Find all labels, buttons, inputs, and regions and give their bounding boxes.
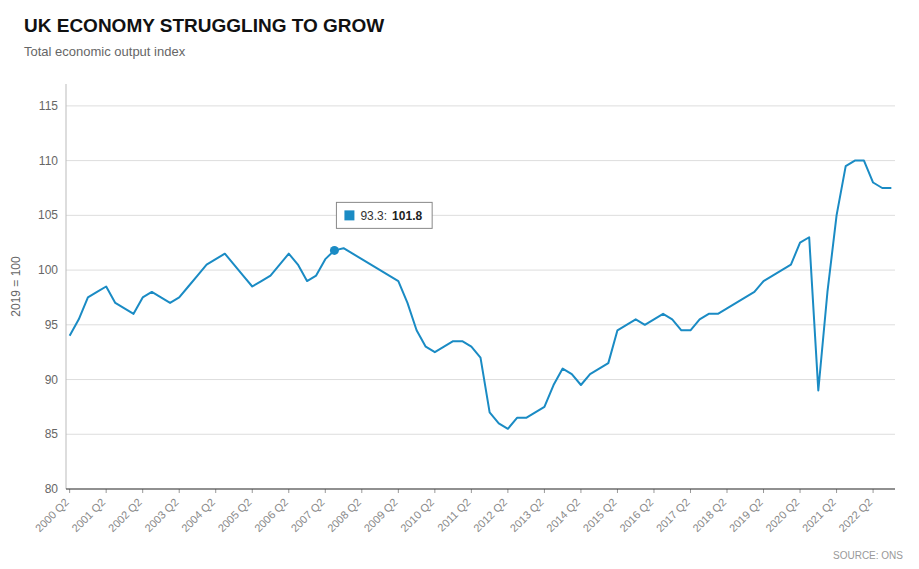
y-tick-label: 80	[45, 482, 59, 496]
tooltip-swatch	[344, 210, 354, 220]
y-tick-label: 85	[45, 427, 59, 441]
y-tick-label: 110	[39, 154, 58, 168]
x-axis-line	[66, 488, 895, 489]
x-tick-label: 2011 Q2	[435, 496, 473, 534]
x-tick-label: 2002 Q2	[106, 496, 144, 534]
x-tick-label: 2006 Q2	[252, 496, 290, 534]
x-tick-label: 2004 Q2	[179, 496, 217, 534]
line	[70, 161, 892, 429]
highlight-point	[330, 246, 339, 255]
x-tick-label: 2018 Q2	[690, 496, 728, 534]
x-tick-label: 2007 Q2	[288, 496, 326, 534]
x-tick-label: 2022 Q2	[836, 496, 874, 534]
source: SOURCE: ONS	[833, 550, 903, 561]
x-tick-label: 2019 Q2	[727, 496, 765, 534]
y-tick-label: 90	[45, 373, 59, 387]
grid-line	[66, 270, 895, 271]
x-tick-label: 2021 Q2	[800, 496, 838, 534]
plot-area	[70, 161, 892, 429]
chart: UK ECONOMY STRUGGLING TO GROW Total econo…	[0, 0, 919, 569]
tooltip-box	[336, 202, 432, 228]
subtitle: Total economic output index	[24, 44, 186, 59]
x-tick-label: 2001 Q2	[69, 496, 107, 534]
grid-line	[66, 434, 895, 435]
tooltip-label: 93.3:	[360, 209, 387, 223]
x-tick-label: 2017 Q2	[654, 496, 692, 534]
grid-line	[66, 324, 895, 325]
x-tick-label: 2009 Q2	[361, 496, 399, 534]
x-tick-label: 2020 Q2	[763, 496, 801, 534]
y-tick-label: 95	[45, 318, 59, 332]
y-tick-label: 105	[38, 208, 58, 222]
x-tick-label: 2003 Q2	[142, 496, 180, 534]
x-tick-label: 2013 Q2	[507, 496, 545, 534]
x-tick-label: 2008 Q2	[325, 496, 363, 534]
tooltip-value: 101.8	[392, 209, 422, 223]
grid	[66, 106, 895, 489]
y-tick-label: 115	[39, 99, 58, 113]
y-tick-label: 100	[38, 263, 58, 277]
x-tick-label: 2016 Q2	[617, 496, 655, 534]
x-tick-label: 2014 Q2	[544, 496, 582, 534]
y-axis-label: 2019 = 100	[9, 256, 23, 317]
x-tick-label: 2010 Q2	[398, 496, 436, 534]
x-tick-label: 2005 Q2	[215, 496, 253, 534]
y-axis-line	[66, 84, 67, 489]
grid-line	[66, 160, 895, 161]
title: UK ECONOMY STRUGGLING TO GROW	[24, 15, 384, 36]
x-tick-label: 2012 Q2	[471, 496, 509, 534]
grid-line	[66, 489, 895, 490]
grid-line	[66, 105, 895, 106]
tooltip: 93.3: 101.8	[336, 202, 432, 228]
x-tick-label: 2000 Q2	[33, 496, 71, 534]
grid-line	[66, 215, 895, 216]
grid-line	[66, 379, 895, 380]
x-tick-label: 2015 Q2	[581, 496, 619, 534]
